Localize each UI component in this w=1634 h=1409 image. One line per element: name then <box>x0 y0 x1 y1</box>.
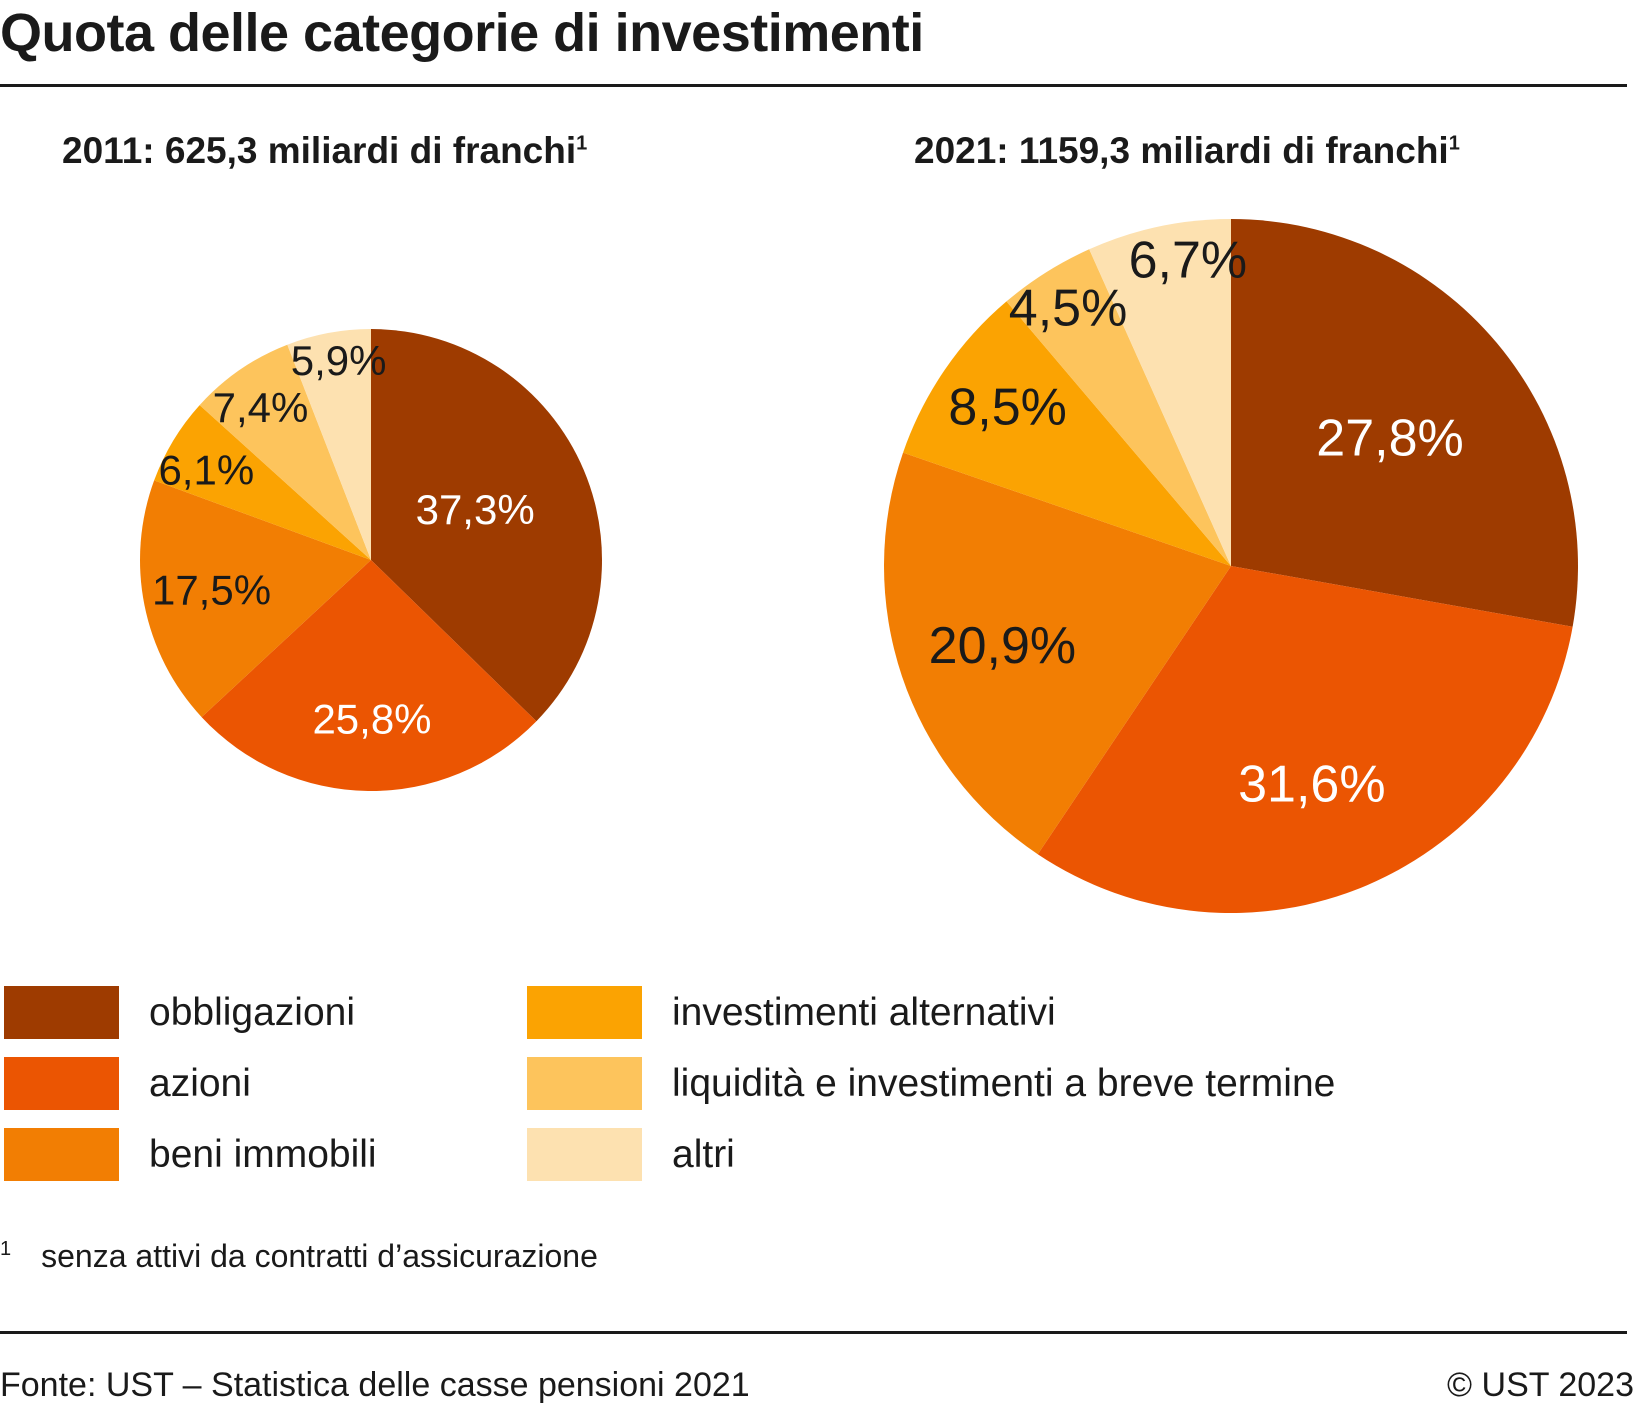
data-label: 4,5% <box>1009 279 1128 337</box>
legend-label: altri <box>672 1132 735 1176</box>
legend-item: azioni <box>4 1057 251 1110</box>
legend-swatch <box>4 1128 119 1181</box>
bottom-rule <box>0 1331 1627 1334</box>
legend-swatch <box>527 986 642 1039</box>
pie-2011-title: 2011: 625,3 miliardi di franchi1 <box>62 130 587 172</box>
pie-2021-title-text: 2021: 1159,3 miliardi di franchi <box>914 130 1449 171</box>
footnote-ref: 1 <box>1448 132 1460 155</box>
footnote-mark: 1 <box>0 1238 12 1261</box>
data-label: 8,5% <box>948 378 1067 436</box>
data-label: 5,9% <box>291 337 387 384</box>
pie-slice-2021 <box>1089 219 1231 566</box>
pie-slice-2011 <box>201 560 537 791</box>
legend-item: investimenti alternativi <box>527 986 1056 1039</box>
source: Fonte: UST – Statistica delle casse pens… <box>0 1366 750 1404</box>
pie-slice-2011 <box>140 480 371 718</box>
legend-label: liquidità e investimenti a breve termine <box>672 1061 1336 1105</box>
pie-slice-2011 <box>154 405 371 560</box>
data-label: 17,5% <box>152 566 271 613</box>
pie-slice-2011 <box>287 329 371 560</box>
pie-slice-2021 <box>1231 219 1578 627</box>
footnote-ref: 1 <box>576 132 588 155</box>
legend-item: liquidità e investimenti a breve termine <box>527 1057 1335 1110</box>
legend-item: obbligazioni <box>4 986 355 1039</box>
footnote-text: senza attivi da contratti d’assicurazion… <box>41 1238 598 1274</box>
legend-label: azioni <box>149 1061 251 1105</box>
pie-slice-2021 <box>1037 566 1573 913</box>
pie-slice-2021 <box>884 452 1231 855</box>
data-label: 25,8% <box>312 695 431 742</box>
data-label: 37,3% <box>416 486 535 533</box>
copyright: © UST 2023 <box>1447 1366 1634 1404</box>
pie-slice-2011 <box>371 329 602 722</box>
pie-2011-title-text: 2011: 625,3 miliardi di franchi <box>62 130 577 171</box>
legend-swatch <box>4 986 119 1039</box>
top-rule <box>0 84 1627 87</box>
data-label: 7,4% <box>213 384 309 431</box>
footnote: 1 senza attivi da contratti d’assicurazio… <box>0 1238 598 1275</box>
pie-slice-2011 <box>199 344 371 560</box>
legend-label: investimenti alternativi <box>672 990 1056 1034</box>
legend-swatch <box>527 1128 642 1181</box>
data-label: 27,8% <box>1316 410 1463 468</box>
legend-swatch <box>527 1057 642 1110</box>
data-label: 6,1% <box>158 446 254 493</box>
legend-item: altri <box>527 1128 735 1181</box>
pie-2021-title: 2021: 1159,3 miliardi di franchi1 <box>914 130 1460 172</box>
legend-label: obbligazioni <box>149 990 355 1034</box>
pie-slice-2021 <box>903 301 1231 566</box>
legend-label: beni immobili <box>149 1132 377 1176</box>
pie-charts: 37,3% 25,8% 17,5% 6,1% 7,4%5,9% 27,8% 31,6% 20,… <box>140 219 1578 913</box>
data-label: 6,7% <box>1129 232 1248 290</box>
legend-item: beni immobili <box>4 1128 377 1181</box>
pie-slice-2021 <box>1006 249 1231 566</box>
data-label: 31,6% <box>1238 756 1385 814</box>
data-label: 20,9% <box>929 617 1076 675</box>
chart-title: Quota delle categorie di investimenti <box>0 3 924 63</box>
legend-swatch <box>4 1057 119 1110</box>
